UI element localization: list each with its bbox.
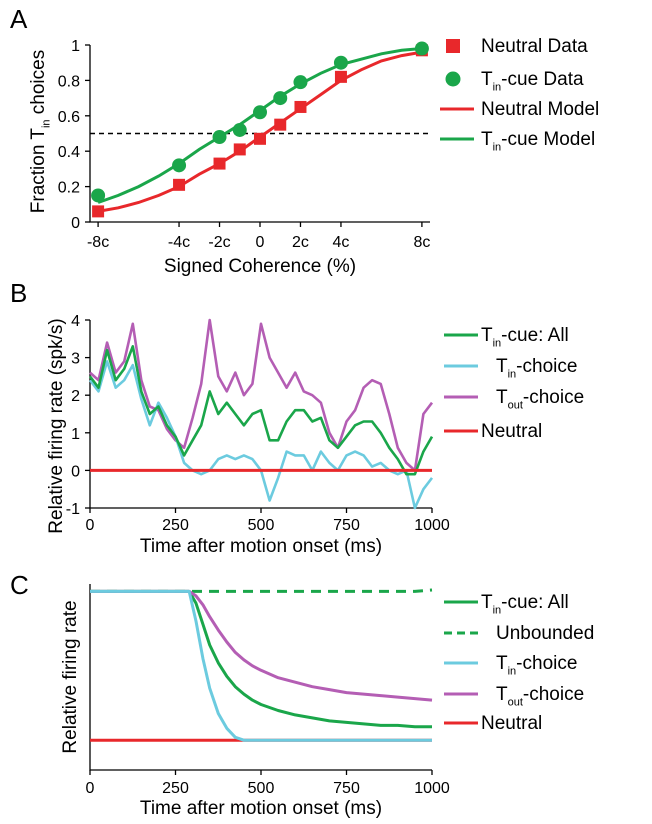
legend-marker-tin-cue-data <box>445 71 461 87</box>
tin-choice-line-c <box>90 589 432 742</box>
tin-cue-model-line <box>97 47 423 204</box>
y-tick-label-a: 1 <box>71 38 80 55</box>
tin-cue-data-point <box>293 75 308 90</box>
x-tick-label-b: 250 <box>162 517 189 534</box>
tin-cue-data-point <box>333 55 348 70</box>
x-tick-label-c: 1000 <box>414 780 450 797</box>
legend-label-b: Tout-choice <box>496 387 584 412</box>
legend-label-a: Tin-cue Data <box>481 69 584 94</box>
legend-label-c: Tin-cue: All <box>481 592 569 617</box>
x-tick-label-b: 750 <box>333 517 360 534</box>
x-tick-label-a: 4c <box>332 234 349 251</box>
tin-cue-data-point <box>273 91 288 106</box>
legend-label-b: Tin-cue: All <box>481 325 569 350</box>
y-tick-label-b: 2 <box>71 388 80 405</box>
x-tick-label-a: -8c <box>87 234 109 251</box>
x-axis-label-c: Time after motion onset (ms) <box>140 798 382 819</box>
neutral-data-point <box>274 118 287 131</box>
legend-label-a: Tin-cue Model <box>481 129 595 154</box>
y-tick-label-b: 1 <box>71 426 80 443</box>
x-axis-label-a: Signed Coherence (%) <box>164 256 356 277</box>
legend-label-b: Neutral <box>481 421 542 442</box>
x-tick-label-a: 2c <box>292 234 309 251</box>
y-axis-label-b: Relative firing rate (spk/s) <box>46 318 67 533</box>
tin-cue-data-point <box>414 41 429 56</box>
y-tick-label-a: 0.2 <box>58 180 80 197</box>
unbounded-line-c <box>90 588 433 593</box>
neutral-data-point <box>233 143 246 156</box>
y-tick-label-b: 3 <box>71 351 80 368</box>
tin-cue-data-point <box>253 105 267 120</box>
tin-cue-all-line-c <box>90 589 432 729</box>
y-tick-label-a: 0.8 <box>58 73 80 90</box>
legend-label-b: Tin-choice <box>496 356 577 381</box>
x-tick-label-a: 8c <box>413 234 430 251</box>
legend-label-c: Tin-choice <box>496 653 577 678</box>
axes-c <box>89 584 432 771</box>
x-tick-label-b: 500 <box>248 517 275 534</box>
tin-cue-data-point <box>212 130 227 145</box>
tout-choice-line-b <box>89 318 434 472</box>
legend-label-c: Neutral <box>481 713 542 734</box>
x-tick-label-a: -2c <box>208 234 230 251</box>
y-axis-label-c: Relative firing rate <box>60 600 81 753</box>
neutral-data-point <box>254 132 266 145</box>
y-tick-label-a: 0.6 <box>58 109 80 126</box>
panel-label-c: C <box>10 570 29 600</box>
neutral-data-point <box>173 178 186 191</box>
legend-label-c: Tout-choice <box>496 684 584 709</box>
y-tick-label-b: 0 <box>71 463 80 480</box>
legend-marker-neutral-data <box>446 39 460 53</box>
neutral-model-line <box>97 50 423 213</box>
x-tick-label-b: 0 <box>86 517 95 534</box>
x-tick-label-c: 0 <box>86 780 95 797</box>
x-tick-label-c: 250 <box>162 780 189 797</box>
neutral-data-point <box>334 70 347 83</box>
x-tick-label-c: 500 <box>248 780 275 797</box>
tin-cue-data-point <box>232 122 247 137</box>
legend-label-c: Unbounded <box>496 623 594 644</box>
tin-cue-data-point <box>91 188 106 203</box>
y-tick-label-a: 0.4 <box>58 144 80 161</box>
tout-choice-line-c <box>90 589 433 702</box>
y-tick-label-a: 0 <box>71 215 80 232</box>
tin-cue-data-point <box>172 158 187 173</box>
neutral-data-point <box>294 100 307 113</box>
x-tick-label-b: 1000 <box>414 517 450 534</box>
tin-cue-all-line-b <box>88 345 434 476</box>
panel-label-a: A <box>10 4 28 34</box>
x-tick-label-c: 750 <box>333 780 360 797</box>
legend-label-a: Neutral Model <box>481 99 599 120</box>
x-tick-label-a: -4c <box>168 234 190 251</box>
y-tick-label-b: 4 <box>71 313 80 330</box>
y-axis-label-a: Fraction Tin choices <box>28 50 53 213</box>
x-axis-label-b: Time after motion onset (ms) <box>140 536 382 557</box>
neutral-data-point <box>92 205 105 218</box>
x-tick-label-a: 0 <box>256 234 265 251</box>
panel-label-b: B <box>10 278 27 308</box>
legend-label-a: Neutral Data <box>481 36 588 57</box>
y-tick-label-b: -1 <box>66 501 80 518</box>
neutral-data-point <box>213 157 226 170</box>
